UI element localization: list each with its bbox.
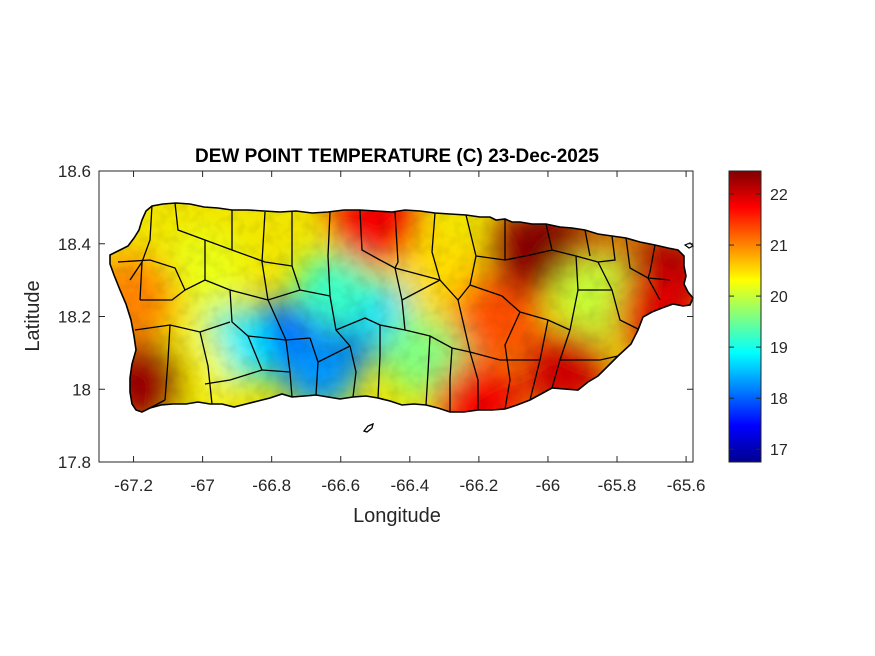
municipality-boundary	[174, 203, 206, 280]
municipality-boundary	[317, 345, 351, 363]
municipality-boundary	[359, 209, 396, 269]
y-tick-label: 18.2	[58, 308, 91, 327]
chart-title: DEW POINT TEMPERATURE (C) 23-Dec-2025	[195, 146, 599, 167]
x-tick-label: -66.6	[321, 476, 360, 495]
municipality-boundaries	[117, 203, 671, 412]
municipality-boundary	[349, 345, 357, 398]
puerto-rico-coastline	[109, 202, 694, 413]
x-axis-ticks: -67.2 -67 -66.8 -66.6 -66.4 -66.2 -66 -65.8 -65.…	[114, 171, 705, 495]
municipality-boundary	[401, 279, 441, 301]
municipality-boundary	[261, 211, 269, 301]
municipality-boundary	[261, 369, 291, 373]
x-tick-label: -66.4	[390, 476, 429, 495]
y-tick-label: 17.8	[58, 453, 91, 472]
municipality-boundary	[267, 299, 293, 398]
y-tick-label: 18.4	[58, 235, 91, 254]
municipality-boundary	[584, 229, 591, 257]
y-tick-label: 18.6	[58, 162, 91, 181]
municipality-boundary	[425, 335, 431, 406]
municipality-boundary	[597, 235, 616, 263]
municipality-boundary	[129, 261, 143, 281]
caja-de-muertos-island	[362, 422, 374, 433]
municipality-boundary	[377, 325, 381, 399]
municipality-boundary	[504, 311, 521, 410]
municipality-boundary	[204, 369, 263, 385]
municipality-boundary	[140, 279, 206, 301]
x-tick-label: -65.6	[667, 476, 706, 495]
x-tick-label: -66.2	[460, 476, 499, 495]
colorbar-tick-label: 20	[770, 289, 788, 306]
y-axis-label: Latitude	[22, 280, 44, 351]
municipality-boundary	[597, 261, 641, 331]
colorbar-tick-label: 18	[770, 391, 788, 408]
x-tick-label: -67.2	[114, 476, 153, 495]
colorbar-tick-label: 21	[770, 238, 788, 255]
x-axis-label: Longitude	[353, 505, 441, 527]
municipality-boundary	[404, 329, 471, 353]
x-tick-label: -65.8	[598, 476, 637, 495]
municipality-boundary	[647, 244, 661, 301]
municipality-boundary	[469, 284, 521, 313]
municipality-boundary	[204, 239, 293, 267]
colorbar	[728, 170, 762, 463]
municipality-boundary	[291, 211, 301, 291]
colorbar-ticks: 17 18 19 20 21 22	[729, 187, 788, 459]
municipality-boundary	[327, 211, 351, 347]
municipality-boundary	[229, 289, 263, 371]
municipality-boundary	[625, 237, 671, 281]
y-axis-ticks: 17.8 18 18.2 18.4 18.6	[58, 162, 693, 472]
x-tick-label: -67	[190, 476, 215, 495]
municipality-boundary	[335, 317, 406, 331]
municipality-boundary	[457, 299, 479, 410]
municipality-boundary	[139, 204, 153, 301]
municipality-boundary	[431, 212, 459, 301]
municipality-boundary	[449, 347, 453, 412]
colorbar-tick-label: 17	[770, 442, 788, 459]
x-tick-label: -66	[536, 476, 561, 495]
colorbar-tick-label: 22	[770, 187, 788, 204]
municipality-boundary	[394, 267, 441, 281]
colorbar-tick-label: 19	[770, 340, 788, 357]
municipality-boundary	[199, 331, 213, 405]
municipality-boundary	[560, 355, 619, 361]
municipality-boundary	[164, 324, 171, 401]
y-tick-label: 18	[72, 380, 91, 399]
municipality-boundary	[545, 223, 553, 251]
municipality-boundary	[117, 259, 186, 291]
x-tick-label: -66.8	[252, 476, 291, 495]
municipality-boundary	[469, 351, 540, 361]
municipality-boundary	[529, 249, 599, 263]
municipality-boundary	[457, 214, 477, 301]
municipality-boundary	[134, 321, 231, 333]
